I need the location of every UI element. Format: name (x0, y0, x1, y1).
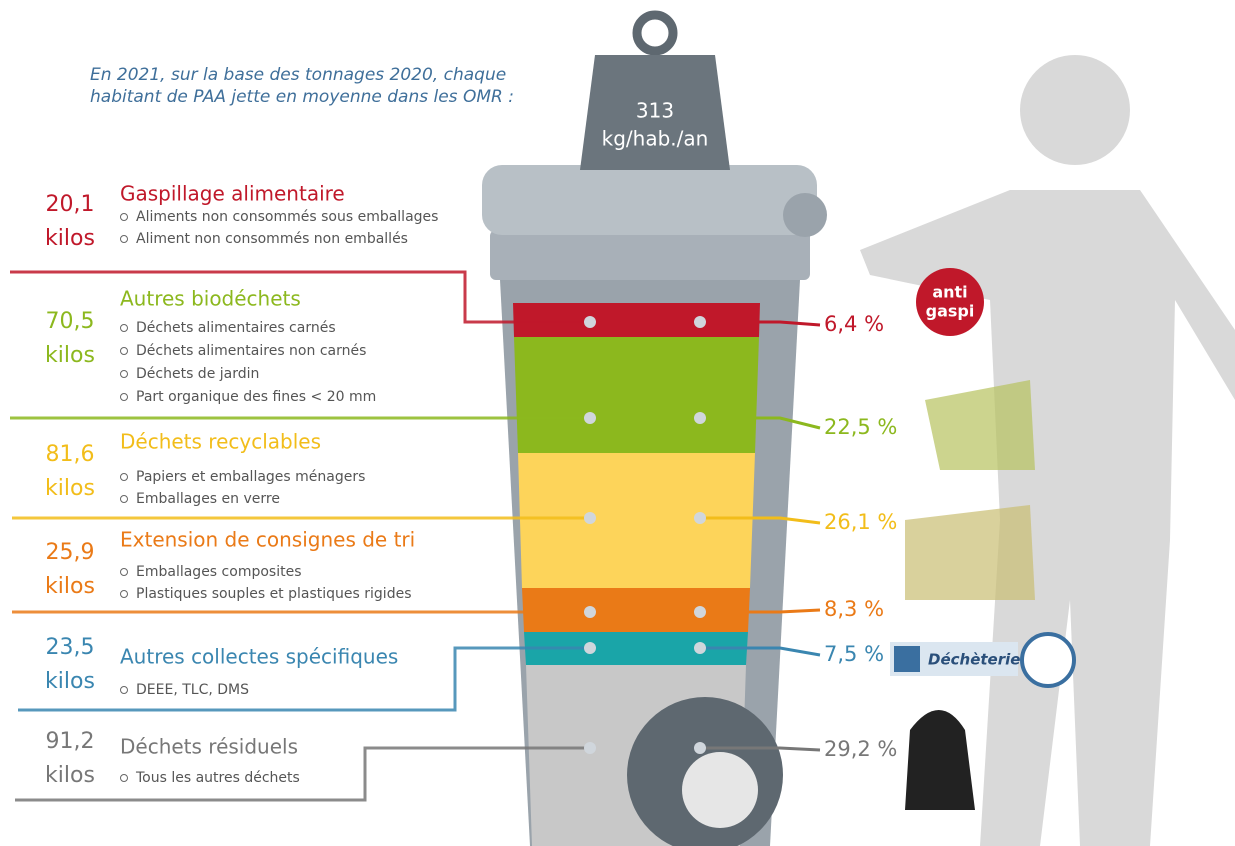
percent: 26,1 % (824, 510, 897, 534)
weight-unit: kg/hab./an (602, 127, 709, 151)
category-title: Extension de consignes de tri (120, 528, 415, 552)
dot (584, 742, 596, 754)
category-title: Autres biodéchets (120, 287, 301, 311)
kilos: 81,6 (46, 442, 95, 467)
bullet (120, 774, 128, 782)
badge-text: gaspi (926, 302, 975, 321)
item: Emballages en verre (136, 491, 280, 507)
leader-line (15, 746, 590, 802)
item: Emballages composites (136, 564, 301, 580)
dot (694, 316, 706, 328)
leader-line (700, 746, 821, 752)
leader-line (700, 646, 821, 657)
antigaspi-badge (916, 268, 984, 336)
bullet (120, 495, 128, 503)
kilos: 20,1 (46, 192, 95, 217)
bullet (120, 370, 128, 378)
kilos-unit: kilos (45, 226, 95, 251)
category-title: Déchets recyclables (120, 430, 321, 454)
percent: 22,5 % (824, 415, 897, 439)
food-icon (925, 380, 1035, 470)
leader-line (10, 270, 590, 324)
leader-line (700, 608, 821, 614)
weight-ring (632, 10, 678, 56)
wheel-hub (682, 752, 758, 828)
item: DEEE, TLC, DMS (136, 682, 249, 698)
dot (584, 606, 596, 618)
category-title: Déchets résiduels (120, 735, 298, 759)
kilos-unit: kilos (45, 476, 95, 501)
dot (584, 512, 596, 524)
tlc-badge (1020, 632, 1076, 688)
bin-lid (490, 230, 810, 280)
weight-value: 313 (636, 99, 674, 123)
bullet (120, 347, 128, 355)
item: Tous les autres déchets (135, 770, 300, 786)
bullet (120, 473, 128, 481)
kilos: 25,9 (46, 540, 95, 565)
item: Déchets alimentaires carnés (136, 320, 336, 336)
kilos-unit: kilos (45, 343, 95, 368)
leader-line (700, 516, 821, 525)
dot (584, 412, 596, 424)
bullet (120, 686, 128, 694)
kilos: 91,2 (46, 729, 95, 754)
person-silhouette (860, 55, 1235, 846)
item: Part organique des fines < 20 mm (136, 389, 376, 405)
intro: habitant de PAA jette en moyenne dans le… (90, 87, 514, 107)
dot (694, 412, 706, 424)
percent: 29,2 % (824, 737, 897, 761)
kilos-unit: kilos (45, 669, 95, 694)
intro: En 2021, sur la base des tonnages 2020, … (90, 65, 506, 85)
percent: 6,4 % (824, 312, 884, 336)
leader-line (18, 646, 590, 712)
kilos: 23,5 (46, 635, 95, 660)
dot (694, 742, 706, 754)
recycle-icon (905, 505, 1035, 600)
badge-text: Déchèterie (928, 651, 1020, 669)
dot (584, 642, 596, 654)
bullet (120, 393, 128, 401)
bullet (120, 213, 128, 221)
bullet (120, 568, 128, 576)
percent: 8,3 % (824, 597, 884, 621)
bullet (120, 590, 128, 598)
leader-line (700, 416, 821, 430)
dot (694, 512, 706, 524)
item: Papiers et emballages ménagers (136, 469, 365, 485)
dot (694, 642, 706, 654)
item: Déchets de jardin (136, 366, 259, 382)
item: Déchets alimentaires non carnés (136, 343, 366, 359)
kilos-unit: kilos (45, 763, 95, 788)
leader-line (700, 320, 821, 327)
decheterie-icon (894, 646, 920, 672)
dot (584, 316, 596, 328)
bullet (120, 324, 128, 332)
kilos: 70,5 (46, 309, 95, 334)
item: Aliment non consommés non emballés (136, 231, 408, 247)
bullet (120, 235, 128, 243)
category-title: Gaspillage alimentaire (120, 182, 345, 206)
bin-lid-top (482, 165, 817, 235)
item: Plastiques souples et plastiques rigides (136, 586, 411, 602)
category-title: Autres collectes spécifiques (120, 645, 398, 669)
bin-handle (783, 193, 827, 237)
weight (580, 55, 730, 170)
percent: 7,5 % (824, 642, 884, 666)
bag-icon (905, 710, 975, 810)
badge-text: anti (932, 283, 967, 302)
kilos-unit: kilos (45, 574, 95, 599)
dot (694, 606, 706, 618)
item: Aliments non consommés sous emballages (136, 209, 438, 225)
